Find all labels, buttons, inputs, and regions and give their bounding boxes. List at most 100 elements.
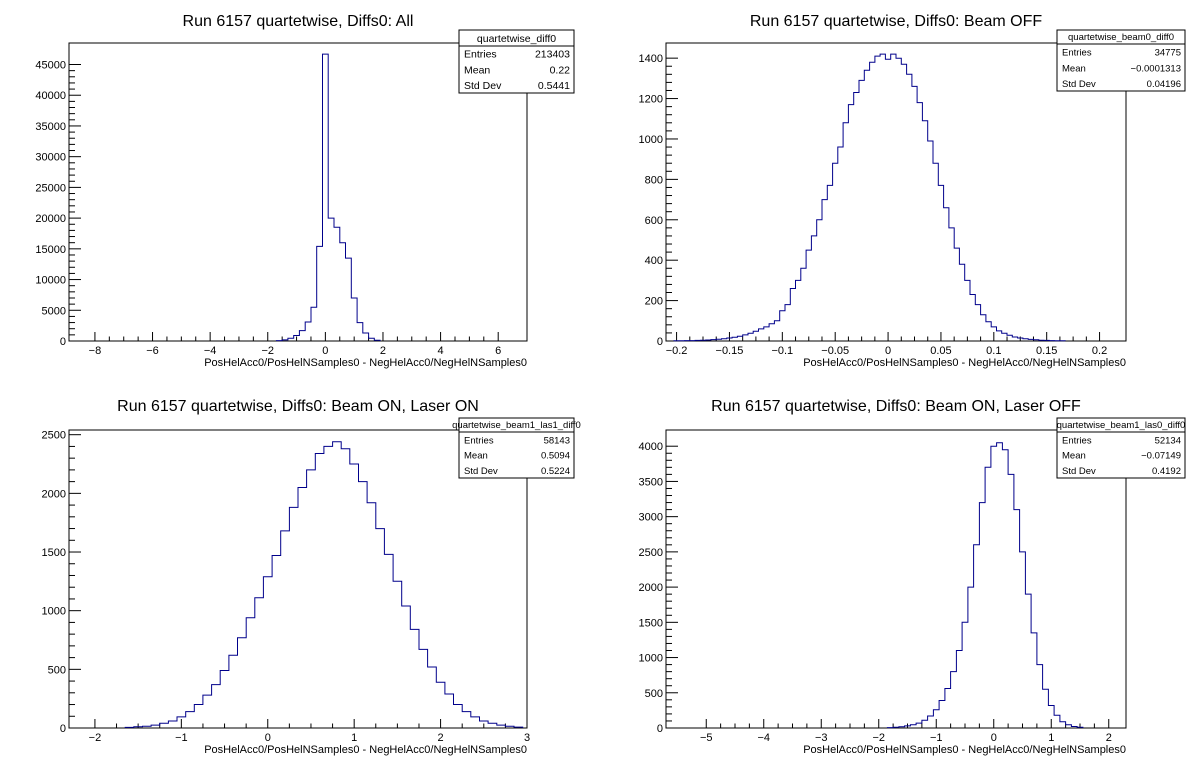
stats-label: Entries <box>464 49 497 61</box>
y-tick-label: 600 <box>645 215 663 227</box>
x-axis-label: PosHelAcc0/PosHelNSamples0 - NegHelAcc0/… <box>803 357 1126 369</box>
stats-label: Entries <box>464 435 494 446</box>
stats-label: Mean <box>1062 451 1086 462</box>
y-tick-label: 500 <box>645 688 663 700</box>
x-tick-label: −0.05 <box>821 345 849 357</box>
stats-box <box>458 417 575 479</box>
y-tick-label: 0 <box>657 723 663 735</box>
y-tick-label: 3000 <box>639 512 663 524</box>
y-tick-label: 200 <box>645 296 663 308</box>
y-tick-label: 2500 <box>42 430 66 442</box>
y-tick-label: 500 <box>48 664 66 676</box>
y-tick-label: 2000 <box>639 582 663 594</box>
stats-name: quartetwise_diff0 <box>477 33 556 45</box>
y-tick-label: 40000 <box>35 90 66 102</box>
x-tick-label: −1 <box>175 732 188 744</box>
x-tick-label: 3 <box>524 732 530 744</box>
y-tick-label: 3500 <box>639 476 663 488</box>
y-tick-label: 1000 <box>42 606 66 618</box>
x-tick-label: 1 <box>351 732 357 744</box>
chart-title: Run 6157 quartetwise, Diffs0: Beam OFF <box>750 13 1043 30</box>
stats-label: Std Dev <box>464 466 498 477</box>
x-tick-label: −6 <box>146 345 159 357</box>
stats-value: 52134 <box>1155 435 1181 446</box>
plot-frame <box>68 42 528 342</box>
x-tick-label: −0.1 <box>771 345 793 357</box>
chart-title: Run 6157 quartetwise, Diffs0: Beam ON, L… <box>711 398 1081 415</box>
stats-label: Entries <box>1062 435 1092 446</box>
stats-label: Std Dev <box>464 80 502 92</box>
x-tick-label: −8 <box>89 345 102 357</box>
y-tick-label: 2000 <box>42 488 66 500</box>
x-tick-label: 2 <box>1106 732 1112 744</box>
y-tick-label: 1400 <box>639 53 663 65</box>
y-tick-label: 5000 <box>42 305 66 317</box>
y-tick-label: 35000 <box>35 121 66 133</box>
stats-label: Mean <box>464 64 490 76</box>
histogram-series <box>886 442 1084 729</box>
y-tick-label: 400 <box>645 255 663 267</box>
x-tick-label: 0 <box>265 732 271 744</box>
plot-frame <box>665 429 1127 729</box>
x-tick-label: −2 <box>89 732 102 744</box>
x-tick-label: 0.15 <box>1036 345 1057 357</box>
plot-frame <box>665 42 1127 342</box>
y-tick-label: 1500 <box>42 547 66 559</box>
x-tick-label: −0.15 <box>716 345 744 357</box>
y-tick-label: 800 <box>645 174 663 186</box>
stats-label: Mean <box>1062 63 1086 74</box>
plot-frame <box>68 429 528 729</box>
stats-name: quartetwise_beam0_diff0 <box>1068 32 1174 43</box>
chart-title: Run 6157 quartetwise, Diffs0: Beam ON, L… <box>117 398 479 415</box>
x-axis-label: PosHelAcc0/PosHelNSamples0 - NegHelAcc0/… <box>803 744 1126 756</box>
x-tick-label: 0 <box>885 345 891 357</box>
x-tick-label: −5 <box>700 732 713 744</box>
x-tick-label: 1 <box>1048 732 1054 744</box>
x-tick-label: 0.2 <box>1092 345 1107 357</box>
x-tick-label: −4 <box>757 732 770 744</box>
x-tick-label: 2 <box>380 345 386 357</box>
y-tick-label: 1500 <box>639 617 663 629</box>
stats-value: 0.5094 <box>541 451 570 462</box>
stats-box <box>458 29 575 94</box>
y-tick-label: 20000 <box>35 213 66 225</box>
stats-value: 0.04196 <box>1147 79 1181 90</box>
x-tick-label: 2 <box>438 732 444 744</box>
stats-value: 0.4192 <box>1152 466 1181 477</box>
x-tick-label: 0.1 <box>986 345 1001 357</box>
y-tick-label: 10000 <box>35 275 66 287</box>
x-tick-label: 6 <box>495 345 501 357</box>
chart-title: Run 6157 quartetwise, Diffs0: All <box>183 13 414 30</box>
stats-label: Std Dev <box>1062 466 1096 477</box>
x-tick-label: −2 <box>261 345 274 357</box>
y-tick-label: 4000 <box>639 441 663 453</box>
stats-box <box>1056 417 1186 479</box>
stats-label: Std Dev <box>1062 79 1096 90</box>
y-tick-label: 0 <box>60 723 66 735</box>
y-tick-label: 1000 <box>639 653 663 665</box>
stats-value: −0.07149 <box>1141 451 1181 462</box>
y-tick-label: 2500 <box>639 547 663 559</box>
stats-value: 58143 <box>544 435 570 446</box>
stats-box <box>1056 29 1186 92</box>
stats-value: −0.0001313 <box>1131 63 1181 74</box>
histogram-series <box>124 441 524 728</box>
x-tick-label: 0 <box>991 732 997 744</box>
stats-value: 0.5441 <box>538 80 570 92</box>
x-axis-label: PosHelAcc0/PosHelNSamples0 - NegHelAcc0/… <box>204 357 527 369</box>
x-tick-label: −2 <box>872 732 885 744</box>
x-tick-label: −3 <box>815 732 828 744</box>
histogram-series <box>275 53 381 342</box>
stats-name: quartetwise_beam1_las0_diff0 <box>1057 420 1186 431</box>
stats-value: 0.5224 <box>541 466 570 477</box>
y-tick-label: 30000 <box>35 152 66 164</box>
x-tick-label: −1 <box>930 732 943 744</box>
x-tick-label: 0 <box>322 345 328 357</box>
y-tick-label: 45000 <box>35 60 66 72</box>
stats-name: quartetwise_beam1_las1_diff0 <box>452 420 581 431</box>
y-tick-label: 0 <box>60 336 66 348</box>
histogram-series <box>673 53 1066 342</box>
stats-value: 0.22 <box>550 64 571 76</box>
